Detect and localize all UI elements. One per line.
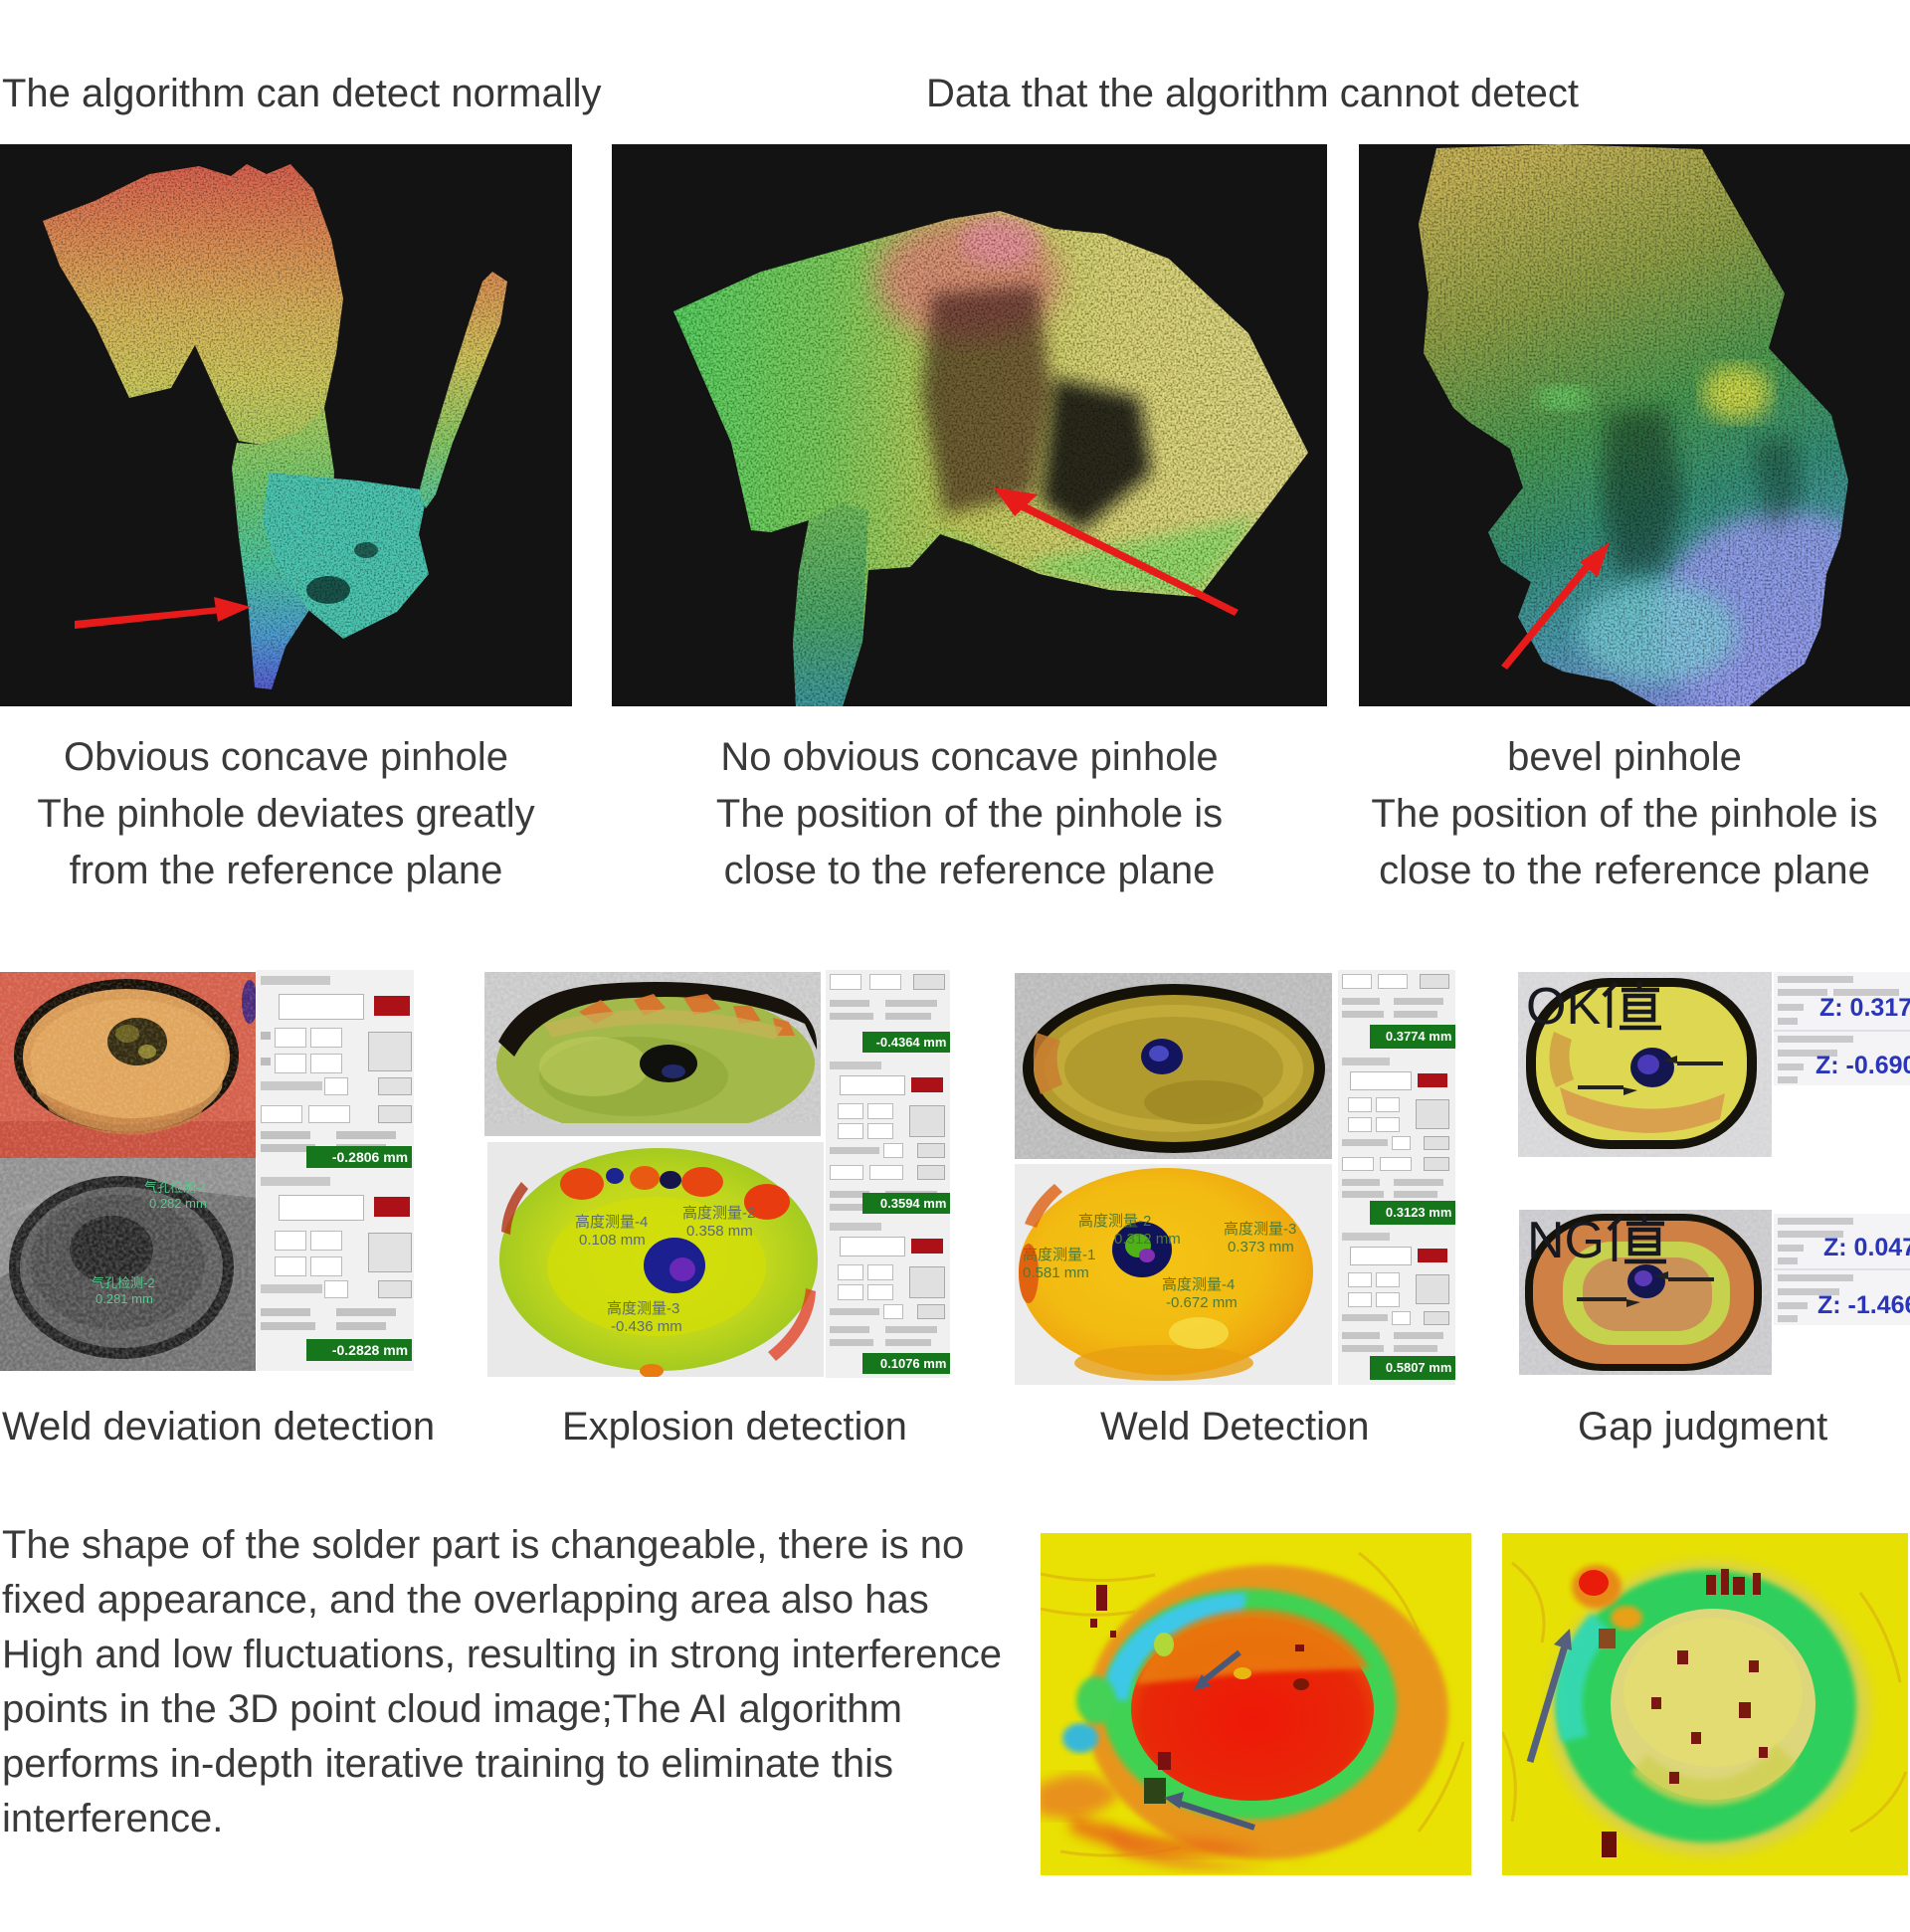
svg-text:气孔检测-2: 气孔检测-2	[92, 1275, 155, 1290]
svg-text:0.312 mm: 0.312 mm	[1114, 1231, 1181, 1248]
svg-text:-0.436 mm: -0.436 mm	[611, 1318, 682, 1335]
svg-text:高度测量-4: 高度测量-4	[575, 1214, 648, 1231]
svg-text:OK: OK	[1526, 978, 1601, 1036]
svg-text:高度测量-3: 高度测量-3	[607, 1300, 679, 1317]
svg-text:高度测量-2: 高度测量-2	[1078, 1213, 1151, 1230]
svg-text:0.108 mm: 0.108 mm	[579, 1232, 646, 1249]
svg-text:高度测量-1: 高度测量-1	[1023, 1247, 1095, 1263]
svg-text:0.358 mm: 0.358 mm	[686, 1223, 753, 1240]
svg-text:高度测量-3: 高度测量-3	[1224, 1221, 1296, 1238]
svg-text:高度测量-4: 高度测量-4	[1162, 1276, 1235, 1293]
svg-text:0.373 mm: 0.373 mm	[1228, 1239, 1294, 1256]
svg-text:0.581 mm: 0.581 mm	[1023, 1264, 1089, 1281]
svg-text:0.281 mm: 0.281 mm	[96, 1291, 153, 1306]
svg-text:高度测量-2: 高度测量-2	[682, 1205, 755, 1222]
svg-text:NG: NG	[1527, 1212, 1605, 1269]
svg-text:-0.672 mm: -0.672 mm	[1166, 1294, 1238, 1311]
svg-text:气孔检测-1: 气孔检测-1	[144, 1180, 208, 1195]
svg-text:0.282 mm: 0.282 mm	[149, 1196, 207, 1211]
